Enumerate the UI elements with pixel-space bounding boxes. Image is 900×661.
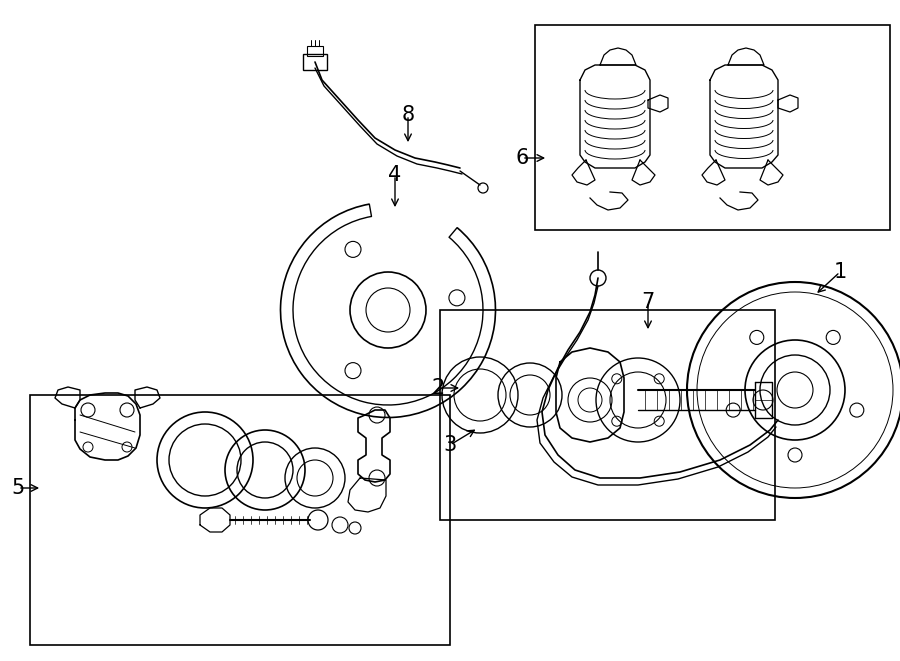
- Text: 3: 3: [444, 435, 456, 455]
- Text: 5: 5: [12, 478, 24, 498]
- Bar: [30, 395, 450, 645]
- Text: 1: 1: [833, 262, 847, 282]
- Text: 8: 8: [401, 105, 415, 125]
- Bar: [535, 25, 890, 230]
- Bar: [303, 54, 327, 70]
- Text: 2: 2: [431, 378, 445, 398]
- Bar: [307, 46, 323, 56]
- Text: 6: 6: [516, 148, 528, 168]
- Text: 4: 4: [389, 165, 401, 185]
- Bar: [440, 310, 775, 520]
- Text: 7: 7: [642, 292, 654, 312]
